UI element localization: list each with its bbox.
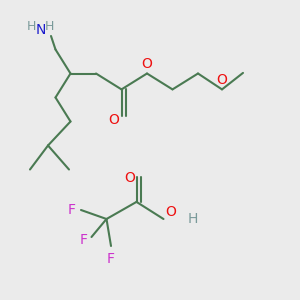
Text: F: F — [107, 252, 115, 266]
Text: O: O — [109, 113, 119, 127]
Text: O: O — [165, 205, 176, 218]
Text: O: O — [142, 57, 152, 71]
Text: O: O — [124, 172, 135, 185]
Text: F: F — [68, 203, 76, 217]
Text: F: F — [80, 233, 88, 247]
Text: H: H — [188, 212, 199, 226]
Text: H: H — [27, 20, 36, 33]
Text: H: H — [45, 20, 54, 33]
Text: O: O — [217, 73, 227, 87]
Text: N: N — [35, 23, 46, 37]
